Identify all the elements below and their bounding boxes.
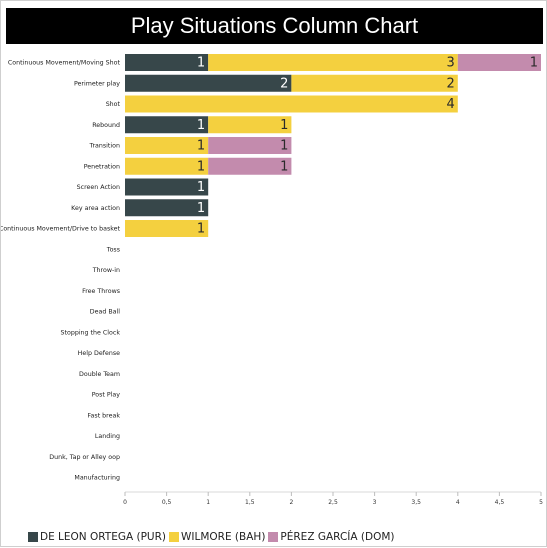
x-tick-label: 1,5 (245, 499, 255, 506)
category-label: Dead Ball (90, 309, 121, 316)
bar-p-rez-garc-a-dom-penetration (208, 157, 292, 175)
bar-de-leon-ortega-pur-continuous-movement-moving-shot (125, 54, 209, 71)
category-label: Throw-in (92, 267, 120, 274)
x-tick-label: 2,5 (328, 499, 338, 506)
category-label: Toss (106, 246, 120, 253)
x-tick-label: 3,5 (411, 499, 421, 506)
data-label: 1 (197, 201, 205, 216)
x-tick-label: 3 (373, 499, 377, 506)
category-label: Key area action (71, 205, 120, 212)
category-label: Shot (106, 101, 121, 108)
bar-wilmore-bah-perimeter-play (291, 74, 458, 92)
category-label: Help Defense (78, 350, 120, 357)
legend-label: DE LEON ORTEGA (PUR) (40, 531, 167, 543)
data-label: 4 (447, 97, 455, 112)
x-tick-label: 5 (539, 499, 543, 506)
category-label: Continuous Movement/Drive to basket (1, 226, 121, 233)
legend-item-wilmore-bah[interactable]: WILMORE (BAH) (169, 531, 265, 543)
x-tick-label: 2 (289, 499, 293, 506)
category-label: Penetration (84, 163, 120, 170)
legend-swatch (28, 532, 38, 542)
category-label: Continuous Movement/Moving Shot (8, 60, 121, 67)
chart-title: Play Situations Column Chart (6, 8, 543, 44)
bar-wilmore-bah-shot (125, 95, 458, 113)
data-label: 1 (197, 56, 205, 71)
bar-p-rez-garc-a-dom-continuous-movement-moving-shot (457, 54, 541, 71)
data-label: 1 (197, 118, 205, 133)
x-tick-label: 0,5 (162, 499, 172, 506)
data-label: 1 (197, 180, 205, 195)
bar-wilmore-bah-continuous-movement-drive-to-basket (125, 220, 209, 237)
data-label: 1 (197, 139, 205, 154)
category-label: Stopping the Clock (61, 329, 121, 336)
x-tick-label: 0 (123, 499, 127, 506)
bar-wilmore-bah-rebound (208, 116, 292, 134)
category-label: Landing (95, 433, 120, 440)
data-label: 2 (447, 76, 455, 91)
data-label: 1 (197, 159, 205, 174)
category-label: Dunk, Tap or Alley oop (49, 454, 120, 461)
legend-swatch (268, 532, 279, 542)
bar-de-leon-ortega-pur-screen-action (125, 178, 209, 196)
category-label: Rebound (92, 122, 120, 129)
legend-label: PÉREZ GARCÍA (DOM) (280, 531, 395, 543)
data-label: 1 (280, 118, 288, 133)
category-label: Manufacturing (74, 475, 120, 482)
data-label: 1 (280, 159, 288, 174)
category-label: Transition (89, 143, 120, 150)
legend-item-de-leon-ortega-pur[interactable]: DE LEON ORTEGA (PUR) (28, 531, 166, 543)
bar-de-leon-ortega-pur-perimeter-play (125, 74, 292, 92)
x-tick-label: 4,5 (495, 499, 505, 506)
legend-label: WILMORE (BAH) (181, 531, 266, 543)
category-label: Fast break (88, 412, 121, 419)
bar-de-leon-ortega-pur-rebound (125, 116, 209, 134)
bar-wilmore-bah-continuous-movement-moving-shot (208, 54, 458, 71)
category-label: Screen Action (77, 184, 120, 191)
chart-legend: DE LEON ORTEGA (PUR) WILMORE (BAH) PÉREZ G… (28, 529, 398, 545)
x-tick-label: 1 (206, 499, 210, 506)
legend-swatch (169, 532, 180, 542)
category-label: Double Team (79, 371, 120, 378)
bar-p-rez-garc-a-dom-transition (208, 137, 292, 154)
bar-de-leon-ortega-pur-key-area-action (125, 199, 209, 217)
legend-item-p-rez-garc-a-dom[interactable]: PÉREZ GARCÍA (DOM) (268, 531, 395, 543)
category-label: Post Play (92, 392, 121, 399)
data-label: 2 (280, 76, 288, 91)
data-label: 1 (197, 222, 205, 237)
bar-wilmore-bah-transition (125, 137, 209, 154)
data-label: 1 (280, 139, 288, 154)
x-tick-label: 4 (456, 499, 460, 506)
category-label: Perimeter play (74, 80, 120, 87)
bar-wilmore-bah-penetration (125, 157, 209, 175)
data-label: 1 (530, 56, 538, 71)
data-label: 3 (447, 56, 455, 71)
category-label: Free Throws (82, 288, 120, 295)
